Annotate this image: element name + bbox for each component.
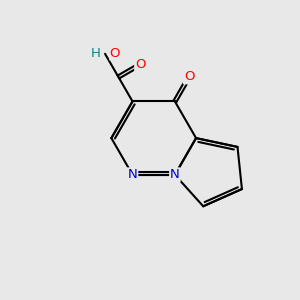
- Text: HO: HO: [95, 47, 115, 60]
- Text: N: N: [170, 168, 180, 181]
- Text: N: N: [128, 168, 137, 181]
- Text: O: O: [184, 70, 194, 83]
- Text: O: O: [109, 47, 120, 60]
- Text: O: O: [135, 58, 146, 71]
- Text: H: H: [91, 47, 101, 60]
